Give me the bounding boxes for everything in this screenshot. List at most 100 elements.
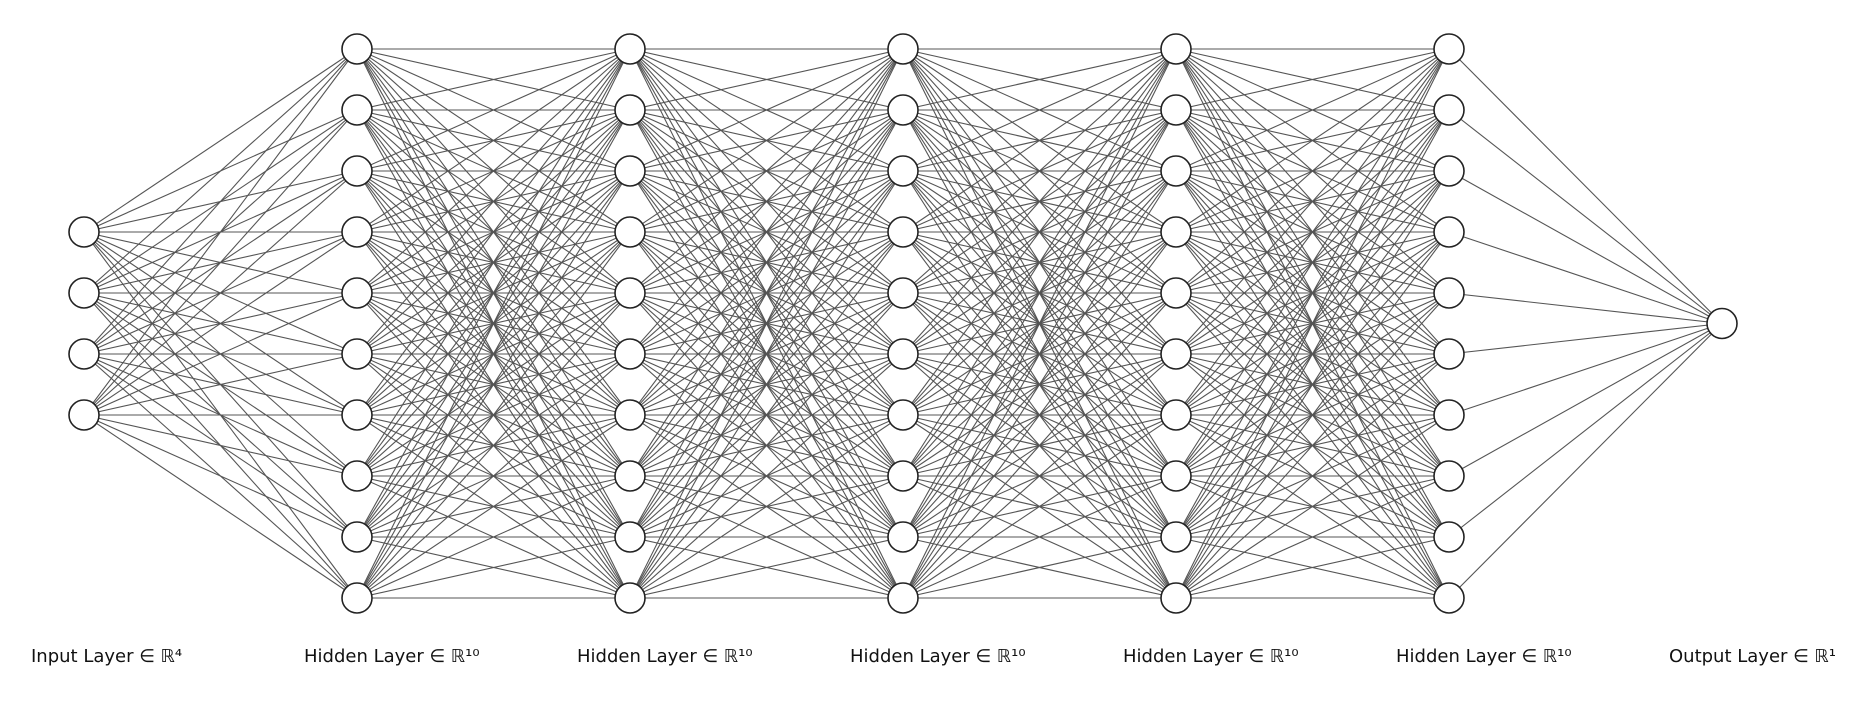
connection-edge	[356, 48, 631, 233]
neuron-node	[887, 155, 919, 187]
connection-edge	[902, 48, 1177, 233]
layer-label-hidden-2: Hidden Layer ∈ ℝ¹⁰	[577, 646, 753, 667]
neuron-node	[1433, 460, 1465, 492]
connection-edge	[83, 48, 358, 294]
neuron-node	[887, 582, 919, 614]
connection-edge	[83, 414, 358, 599]
neuron-node	[68, 277, 100, 309]
connection-edge	[356, 48, 631, 477]
neuron-node	[1160, 155, 1192, 187]
connection-edge	[1448, 48, 1723, 324]
connection-edge	[902, 353, 1177, 599]
neuron-node	[614, 399, 646, 431]
neurons-group	[68, 33, 1738, 614]
connection-edge	[356, 414, 631, 599]
neuron-node	[1433, 521, 1465, 553]
connection-edge	[356, 48, 631, 172]
neuron-node	[1160, 33, 1192, 65]
connection-edge	[356, 48, 631, 599]
connection-edge	[1175, 48, 1450, 416]
neuron-node	[1433, 216, 1465, 248]
connection-edge	[83, 48, 358, 233]
neuron-node	[887, 521, 919, 553]
connection-edge	[902, 292, 1177, 599]
neuron-node	[1706, 307, 1738, 340]
connection-edge	[356, 536, 631, 599]
neuron-node	[1433, 33, 1465, 65]
connection-edge	[629, 475, 904, 599]
neuron-node	[887, 277, 919, 309]
connection-edge	[629, 353, 904, 599]
connection-edge	[1448, 292, 1723, 325]
connection-edge	[83, 353, 358, 416]
connection-edge	[1175, 414, 1450, 599]
neuron-node	[341, 155, 373, 187]
connection-edge	[629, 48, 904, 538]
connection-edge	[356, 48, 631, 355]
connection-edge	[356, 170, 631, 599]
connection-edge	[629, 536, 904, 599]
connection-edge	[902, 48, 1177, 172]
connection-edge	[356, 48, 631, 538]
neuron-node	[614, 94, 646, 126]
connection-edge	[1448, 170, 1723, 324]
connection-edge	[1175, 48, 1450, 111]
connection-edge	[902, 109, 1177, 599]
neuron-node	[341, 33, 373, 65]
connection-edge	[1175, 536, 1450, 599]
layer-label-hidden-1: Hidden Layer ∈ ℝ¹⁰	[304, 646, 480, 667]
connection-edge	[629, 292, 904, 599]
neuron-node	[887, 399, 919, 431]
connection-edge	[356, 292, 631, 599]
neuron-node	[887, 460, 919, 492]
connection-edge	[83, 170, 358, 416]
neuron-node	[68, 338, 100, 370]
connection-edge	[83, 109, 358, 416]
connection-edge	[902, 48, 1177, 416]
connection-edge	[902, 48, 1177, 477]
neuron-node	[341, 582, 373, 614]
connection-edge	[1175, 48, 1450, 538]
neuron-node	[1433, 338, 1465, 370]
neuron-node	[614, 521, 646, 553]
connection-edge	[902, 48, 1177, 599]
connection-edge	[1448, 323, 1723, 538]
neuron-node	[614, 33, 646, 65]
connection-edge	[1448, 323, 1723, 477]
neuron-node	[341, 338, 373, 370]
connection-edge	[1448, 231, 1723, 325]
connection-edge	[356, 48, 631, 416]
connection-edge	[902, 48, 1177, 294]
connection-edge	[629, 48, 904, 294]
connection-edge	[83, 414, 358, 477]
connection-edge	[1175, 48, 1450, 172]
connection-edge	[1448, 322, 1723, 416]
connection-edge	[629, 48, 904, 599]
connection-edge	[83, 48, 358, 416]
neuron-node	[614, 460, 646, 492]
neuron-node	[1160, 277, 1192, 309]
connection-edge	[629, 48, 904, 355]
connection-edge	[629, 48, 904, 111]
layer-label-output: Output Layer ∈ ℝ¹	[1669, 646, 1836, 667]
connection-edge	[1448, 109, 1723, 324]
connection-edge	[1175, 48, 1450, 599]
connection-edge	[1175, 109, 1450, 599]
connection-edge	[629, 48, 904, 233]
connection-edge	[902, 231, 1177, 599]
neuron-node	[614, 216, 646, 248]
neuron-node	[614, 338, 646, 370]
connection-edge	[902, 414, 1177, 599]
connection-edge	[902, 48, 1177, 538]
connection-edge	[356, 231, 631, 599]
neuron-node	[1160, 460, 1192, 492]
connection-edge	[356, 48, 631, 294]
neuron-node	[341, 460, 373, 492]
connection-edge	[902, 48, 1177, 355]
layer-label-hidden-5: Hidden Layer ∈ ℝ¹⁰	[1396, 646, 1572, 667]
connection-edge	[629, 414, 904, 599]
neuron-node	[1160, 94, 1192, 126]
neuron-node	[1433, 94, 1465, 126]
neuron-node	[1160, 338, 1192, 370]
connection-edge	[1175, 292, 1450, 599]
